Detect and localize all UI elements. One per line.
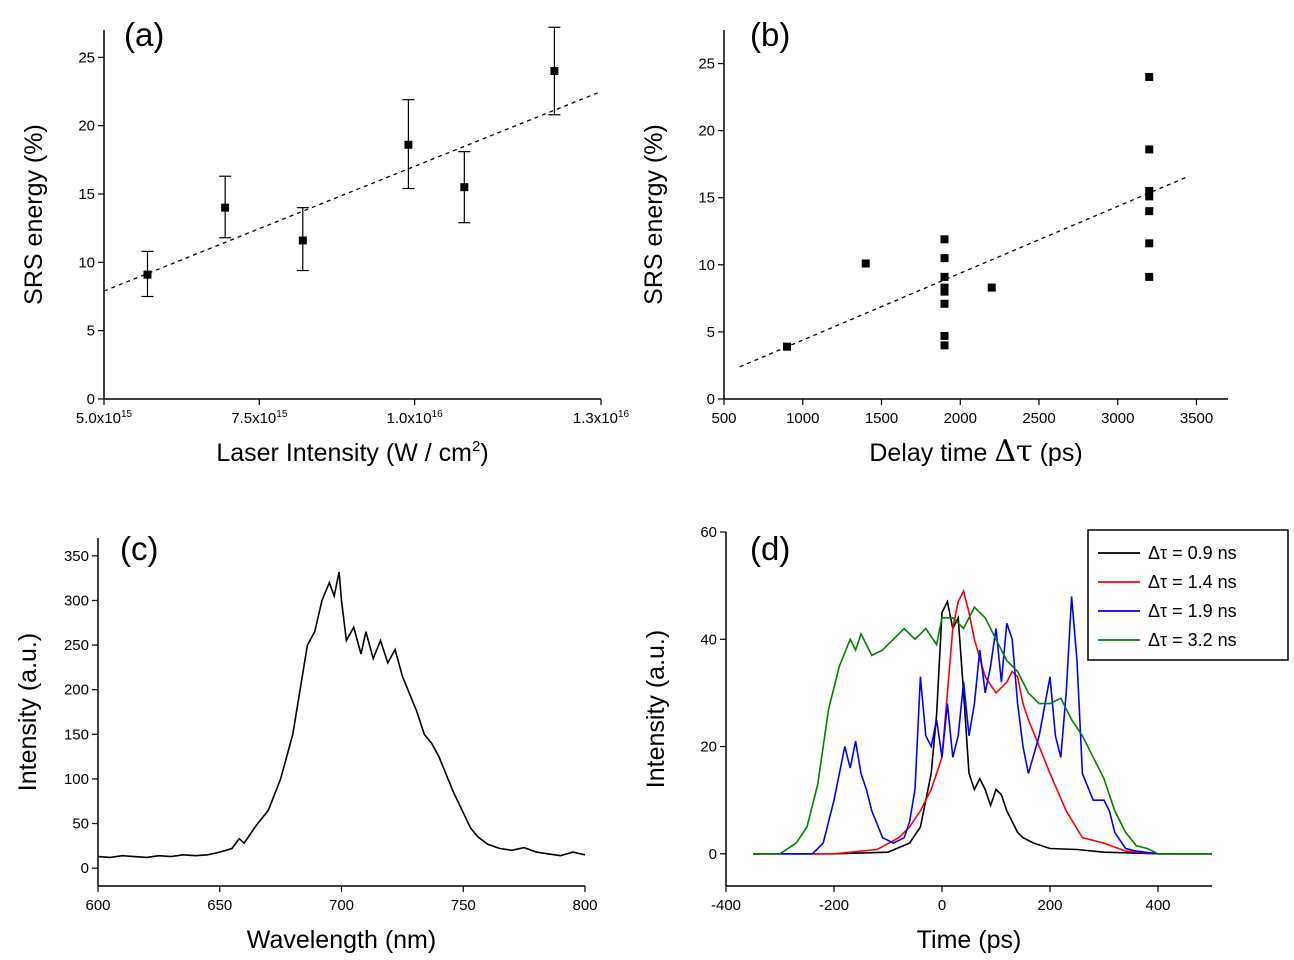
y-axis-label: SRS energy (%) xyxy=(640,124,668,305)
x-axis-label: Laser Intensity (W / cm2) xyxy=(216,438,488,467)
fit-line xyxy=(103,90,602,292)
legend-box xyxy=(1087,529,1289,661)
fit-line xyxy=(739,175,1189,368)
x-tick-label: 1500 xyxy=(865,410,898,427)
y-tick-label: 10 xyxy=(698,257,715,274)
data-point xyxy=(1145,272,1154,281)
data-point xyxy=(221,203,230,212)
y-tick-label: 20 xyxy=(698,123,715,140)
y-tick-label: 25 xyxy=(78,49,95,66)
y-tick-label: 20 xyxy=(78,118,95,135)
data-point xyxy=(940,299,949,308)
legend-label: Δτ = 3.2 ns xyxy=(1148,630,1237,650)
y-tick-label: 60 xyxy=(700,524,717,541)
y-tick-label: 25 xyxy=(698,56,715,73)
panel-label: (a) xyxy=(124,16,164,53)
data-point xyxy=(940,254,949,263)
data-point xyxy=(143,270,152,279)
y-tick-label: 250 xyxy=(64,637,89,654)
x-tick-label: 0 xyxy=(938,897,946,914)
x-tick-label: 7.5x1015 xyxy=(231,409,288,427)
legend-label: Δτ = 1.4 ns xyxy=(1148,572,1237,592)
data-point xyxy=(460,183,469,192)
data-point xyxy=(940,272,949,281)
y-tick-label: 15 xyxy=(698,190,715,207)
y-axis-label: Intensity (a.u.) xyxy=(14,633,42,791)
data-point xyxy=(783,342,791,351)
data-point xyxy=(940,235,949,244)
y-tick-label: 0 xyxy=(707,391,715,408)
y-tick-label: 350 xyxy=(64,548,89,565)
data-point xyxy=(940,287,949,296)
x-tick-label: 3500 xyxy=(1180,410,1213,427)
x-tick-label: 2000 xyxy=(944,410,977,427)
x-tick-label: 800 xyxy=(572,897,597,914)
y-tick-label: 0 xyxy=(87,391,95,408)
x-tick-label: 5.0x1015 xyxy=(76,409,133,427)
x-tick-label: 1.0x1016 xyxy=(387,409,444,427)
y-axis-label: SRS energy (%) xyxy=(20,124,48,305)
panel-d: 0 20 40 60 -400 -200 0 200 400 (d) Intensity (a.u.… xyxy=(642,524,1289,954)
data-point xyxy=(1145,239,1154,248)
legend-label: Δτ = 1.9 ns xyxy=(1148,601,1237,621)
y-tick-label: 10 xyxy=(78,254,95,271)
data-point xyxy=(940,341,949,350)
x-tick-label: 1.3x1016 xyxy=(573,409,630,427)
y-tick-label: 0 xyxy=(709,846,717,863)
series-line-3 xyxy=(753,596,1212,855)
y-tick-label: 100 xyxy=(64,771,89,788)
y-tick-label: 150 xyxy=(64,726,89,743)
data-point xyxy=(1145,72,1154,81)
y-tick-label: 15 xyxy=(78,186,95,203)
y-tick-label: 5 xyxy=(87,323,95,340)
y-tick-label: 0 xyxy=(81,860,89,877)
data-point xyxy=(1145,145,1154,154)
y-tick-label: 40 xyxy=(700,631,717,648)
panel-b: 0 5 10 15 20 25 500 1000 1500 2000 2500 3000 3500 (b)… xyxy=(640,16,1228,469)
x-axis-label: Delay time Δτ (ps) xyxy=(869,434,1082,469)
x-tick-label: 3000 xyxy=(1101,410,1134,427)
x-tick-label: 400 xyxy=(1145,897,1170,914)
panel-label: (d) xyxy=(750,530,790,567)
data-point xyxy=(1145,207,1154,216)
data-point xyxy=(404,140,413,149)
y-axis-label: Intensity (a.u.) xyxy=(642,630,670,788)
data-point xyxy=(1145,192,1154,201)
panel-label: (c) xyxy=(120,530,158,567)
legend-label: Δτ = 0.9 ns xyxy=(1148,543,1237,563)
data-point xyxy=(1145,187,1154,196)
x-tick-label: 600 xyxy=(85,897,110,914)
data-point xyxy=(298,236,307,245)
series-line-4 xyxy=(753,605,1212,855)
panel-label: (b) xyxy=(750,16,790,53)
panel-c: 0 50 100 150 200 250 300 350 600 650 700 750 800 (c) I… xyxy=(14,530,598,954)
x-tick-label: -200 xyxy=(819,897,849,914)
x-tick-label: 500 xyxy=(711,410,736,427)
data-point xyxy=(987,283,996,292)
x-tick-label: 1000 xyxy=(786,410,819,427)
x-tick-label: 750 xyxy=(451,897,476,914)
panel-a: 0 5 10 15 20 25 5.0x1015 7.5x1015 1.0x1016 1.3x10… xyxy=(20,16,630,467)
x-tick-label: 650 xyxy=(207,897,232,914)
x-tick-label: 700 xyxy=(329,897,354,914)
x-axis-label: Time (ps) xyxy=(917,926,1022,954)
series-line-1 xyxy=(753,599,1212,855)
x-tick-label: -400 xyxy=(711,897,741,914)
x-tick-label: 2500 xyxy=(1022,410,1055,427)
data-point xyxy=(940,331,949,340)
data-point xyxy=(861,259,870,268)
spectrum-line xyxy=(97,571,586,859)
x-tick-label: 200 xyxy=(1037,897,1062,914)
y-tick-label: 50 xyxy=(72,816,89,833)
y-tick-label: 5 xyxy=(707,324,715,341)
y-tick-label: 300 xyxy=(64,592,89,609)
series-line-2 xyxy=(753,588,1212,855)
y-tick-label: 200 xyxy=(64,682,89,699)
legend: Δτ = 0.9 ns Δτ = 1.4 ns Δτ = 1.9 ns Δτ = 3.… xyxy=(1087,529,1289,661)
y-tick-label: 20 xyxy=(700,739,717,756)
data-point xyxy=(940,283,949,292)
data-point xyxy=(550,67,559,75)
x-axis-label: Wavelength (nm) xyxy=(247,926,436,954)
